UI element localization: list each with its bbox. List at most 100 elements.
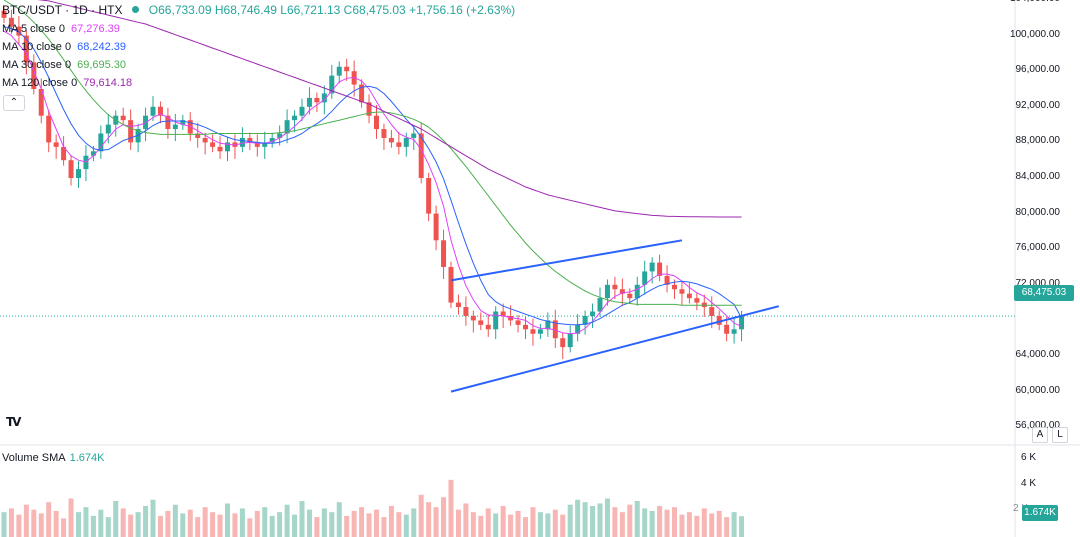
candle-body — [46, 115, 52, 143]
candle-body — [284, 120, 290, 134]
volume-bar — [731, 512, 737, 537]
volume-legend[interactable]: Volume SMA 1.674K — [2, 452, 104, 464]
indicator-value: 67,276.39 — [70, 23, 120, 35]
candle-body — [478, 320, 484, 325]
volume-bar — [545, 513, 551, 537]
volume-bar — [210, 512, 216, 537]
volume-bar — [485, 508, 491, 537]
candle-body — [165, 115, 171, 130]
volume-bar — [664, 509, 670, 537]
volume-bar — [716, 510, 722, 537]
volume-bar — [441, 497, 447, 537]
volume-bar — [448, 479, 454, 537]
candle-body — [366, 102, 372, 116]
candle-body — [470, 315, 476, 321]
candle-body — [485, 324, 491, 330]
candle-body — [694, 298, 700, 303]
volume-bar — [202, 507, 208, 537]
indicator-ma30[interactable]: MA 30 close 0 69,695.30 — [2, 58, 126, 72]
volume-bar — [530, 507, 536, 537]
price-axis-tick: 100,000.00 — [1009, 28, 1060, 40]
candle-body — [709, 307, 715, 316]
volume-bar — [321, 508, 327, 537]
volume-bar — [239, 508, 245, 537]
indicator-label: MA 30 close 0 — [2, 59, 72, 71]
volume-bar — [16, 514, 22, 537]
volume-bar — [575, 499, 581, 537]
indicator-ma10[interactable]: MA 10 close 0 68,242.39 — [2, 40, 126, 54]
indicator-ma5[interactable]: MA 5 close 0 67,276.39 — [2, 22, 120, 36]
candle-body — [239, 137, 245, 147]
candle-body — [90, 151, 96, 156]
volume-bar — [724, 517, 730, 537]
candle-body — [23, 35, 29, 63]
ohlc-low: L66,721.13 — [280, 3, 341, 17]
symbol-header: BTC/USDT · 1D · HTX O66,733.09 H68,746.4… — [2, 3, 515, 17]
candle-body — [560, 338, 566, 348]
volume-bar — [634, 500, 640, 537]
candle-body — [545, 320, 551, 330]
candle-body — [202, 137, 208, 143]
volume-bar — [418, 494, 424, 537]
volume-bar — [619, 512, 625, 537]
volume-bar — [38, 513, 44, 537]
indicator-ma120[interactable]: MA 120 close 0 79,614.18 — [2, 76, 132, 90]
candle-body — [433, 213, 439, 241]
candle-body — [418, 133, 424, 178]
trendline — [450, 305, 780, 393]
candle-body — [16, 26, 22, 36]
candle-body — [128, 120, 134, 143]
symbol-label[interactable]: BTC/USDT · 1D · HTX — [2, 3, 123, 17]
volume-bar — [90, 515, 96, 537]
candle-body — [180, 120, 186, 125]
volume-bar — [232, 513, 238, 537]
volume-bar — [143, 505, 149, 537]
market-status-icon — [132, 6, 140, 13]
candle-body — [254, 142, 260, 147]
candle-body — [724, 324, 730, 334]
candle-body — [672, 284, 677, 290]
volume-bar — [560, 514, 566, 537]
candle-body — [731, 329, 737, 334]
volume-bar — [411, 508, 417, 537]
volume-bar — [515, 510, 521, 537]
chevron-up-icon[interactable]: ⌃ — [3, 95, 25, 111]
volume-bar — [195, 517, 201, 537]
volume-bar — [1, 512, 7, 537]
volume-bar — [68, 498, 74, 537]
volume-bar — [627, 504, 633, 537]
volume-bar — [247, 518, 253, 537]
price-axis-tick: 96,000.00 — [1015, 64, 1061, 76]
candle-body — [575, 324, 581, 334]
volume-bar — [455, 509, 461, 537]
volume-bar — [46, 502, 52, 537]
volume-bar — [739, 516, 745, 537]
candle-body — [374, 115, 379, 130]
candle-body — [1, 10, 7, 18]
volume-bar — [709, 513, 715, 537]
volume-bar — [83, 507, 89, 537]
candle-body — [269, 137, 275, 143]
candle-body — [329, 75, 335, 94]
volume-bar — [180, 513, 186, 537]
volume-bar — [694, 515, 700, 537]
price-axis-tick: 64,000.00 — [1015, 349, 1061, 360]
candle-body — [31, 62, 37, 89]
candle-body — [590, 311, 596, 316]
candle-body — [396, 142, 402, 147]
candle-body — [225, 142, 230, 152]
volume-bar — [470, 512, 476, 537]
volume-bar — [225, 503, 230, 537]
log-scale-button[interactable]: L — [1052, 427, 1068, 443]
candle-body — [262, 142, 268, 147]
volume-bar — [597, 503, 603, 537]
price-axis-tick: 80,000.00 — [1015, 206, 1061, 218]
volume-bar — [649, 510, 655, 537]
candle-body — [76, 169, 81, 178]
volume-bar — [374, 509, 379, 537]
indicator-label: MA 120 close 0 — [2, 77, 78, 89]
volume-bar — [433, 507, 439, 537]
candle-body — [679, 289, 685, 294]
auto-scale-button[interactable]: A — [1032, 427, 1048, 443]
